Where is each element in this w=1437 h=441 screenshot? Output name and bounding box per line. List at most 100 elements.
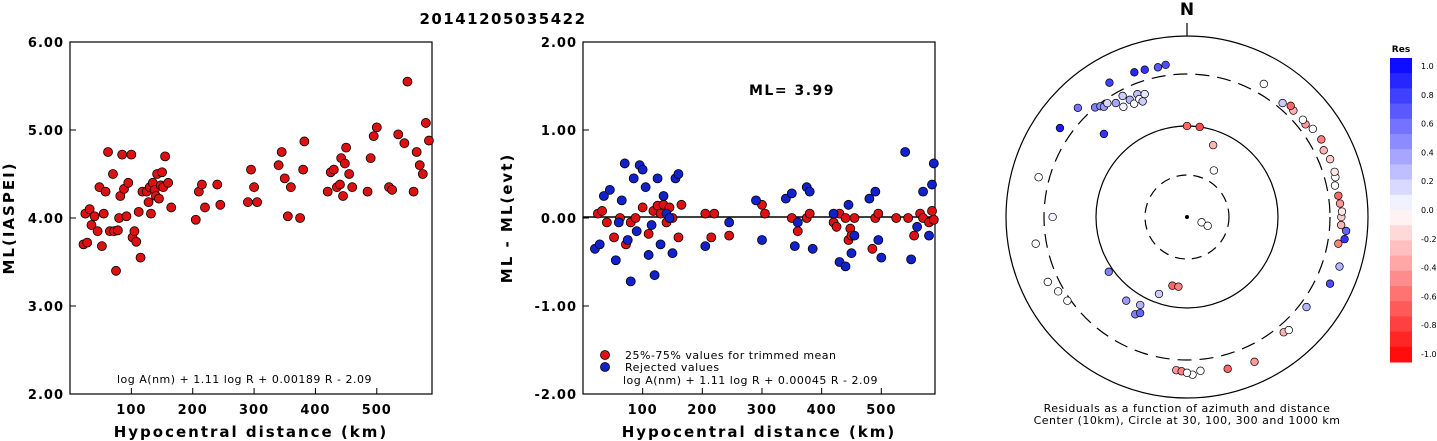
x-tick-label: 200 (687, 403, 717, 418)
x-tick-label: 100 (116, 403, 146, 418)
event-title: 20141205035422 (419, 10, 586, 28)
data-point-2-0-3 (609, 232, 619, 243)
polar-caption-1: Residuals as a function of azimuth and d… (1044, 402, 1331, 415)
data-point-2-1-32 (789, 241, 800, 252)
colorbar-tick-label: 0.2 (1421, 177, 1434, 186)
data-point-1-0-16 (112, 225, 123, 236)
colorbar-tick-label: -0.2 (1421, 235, 1437, 244)
data-point-2-0-24 (760, 208, 770, 219)
station-residual-6 (1055, 123, 1065, 133)
station-residual-32 (1154, 289, 1164, 299)
data-point-1-0-69 (338, 191, 348, 201)
data-point-2-1-44 (870, 186, 881, 197)
colorbar-tick-label: 0.0 (1421, 206, 1434, 215)
colorbar-tick-label: -1.0 (1421, 350, 1437, 359)
station-residual-52 (1337, 207, 1347, 216)
data-point-1-0-71 (341, 142, 352, 153)
y-tick-labels-2: -2.00 -1.00 0.00 1.00 2.00 (535, 36, 589, 403)
station-residual-70 (1209, 140, 1218, 150)
data-point-2-1-8 (622, 235, 633, 245)
data-point-2-1-7 (619, 158, 630, 169)
ml-iaspei-chart: 2.00 3.00 4.00 5.00 6.00 100 200 300 400 500 Hyp… (0, 36, 434, 441)
data-point-1-0-49 (212, 179, 223, 190)
y-tick-label: 4.00 (28, 212, 64, 227)
data-point-1-0-13 (108, 169, 118, 179)
data-point-1-0-84 (411, 147, 422, 157)
data-point-2-1-2 (598, 191, 609, 201)
data-point-1-0-51 (243, 197, 253, 208)
data-point-1-0-86 (417, 169, 428, 179)
data-point-2-1-33 (792, 217, 803, 228)
data-point-1-0-47 (197, 179, 207, 190)
x-tick-labels-1: 100 200 300 400 500 (116, 388, 391, 418)
data-point-2-0-42 (909, 230, 920, 241)
data-point-2-1-45 (873, 235, 884, 245)
data-point-2-1-4 (610, 255, 621, 266)
station-residual-61 (1308, 124, 1317, 134)
colorbar-cell (1390, 73, 1412, 89)
data-point-2-0-21 (709, 208, 720, 219)
data-point-1-0-8 (97, 241, 107, 252)
colorbar-cell (1390, 149, 1412, 165)
station-residual-63 (1298, 115, 1308, 124)
data-point-2-1-19 (655, 239, 666, 250)
colorbar-tick-label: 0.8 (1421, 91, 1434, 100)
colorbar-cell (1390, 58, 1412, 74)
polar-residual-points (1031, 60, 1351, 379)
station-residual-16 (1130, 99, 1139, 108)
station-residual-45 (1325, 279, 1335, 288)
data-point-2-1-9 (625, 276, 636, 287)
data-point-2-1-28 (751, 195, 761, 206)
station-residual-20 (1099, 129, 1109, 139)
data-point-2-1-6 (616, 195, 627, 206)
data-point-1-0-59 (285, 182, 296, 193)
x-tick-label: 400 (807, 403, 837, 418)
station-residual-53 (1335, 199, 1345, 208)
colorbar-cell (1390, 316, 1412, 333)
data-point-1-0-80 (393, 129, 404, 140)
data-point-1-0-85 (414, 160, 425, 171)
data-point-2-1-10 (628, 173, 639, 184)
station-residual-10 (1111, 98, 1120, 108)
data-point-1-0-26 (131, 236, 142, 247)
data-point-2-1-18 (652, 173, 663, 184)
north-label: N (1180, 0, 1194, 20)
data-point-1-0-4 (86, 220, 97, 230)
data-point-1-0-57 (279, 173, 290, 184)
data-point-2-1-25 (673, 169, 684, 179)
data-point-1-0-22 (123, 177, 134, 188)
station-residual-0 (1161, 60, 1170, 70)
data-point-2-1-42 (849, 230, 860, 241)
y-axis-label-2: ML - ML(evt) (498, 153, 516, 283)
station-residual-66 (1278, 98, 1287, 108)
data-point-1-0-3 (84, 204, 95, 215)
epicenter-dot (1185, 215, 1189, 219)
data-point-2-1-11 (631, 226, 642, 237)
polar-caption-2: Center (10km), Circle at 30, 100, 300 an… (1034, 414, 1341, 427)
data-point-1-0-75 (365, 153, 376, 164)
colorbar-tick-label: -0.6 (1421, 292, 1437, 301)
data-point-1-0-81 (399, 138, 410, 149)
data-point-2-0-7 (630, 213, 641, 223)
data-point-2-0-8 (637, 202, 648, 213)
ml-residual-chart: -2.00 -1.00 0.00 1.00 2.00 100 200 300 400 500 M… (498, 36, 939, 441)
data-point-2-1-53 (928, 158, 939, 169)
data-point-1-0-67 (335, 179, 345, 190)
station-residual-69 (1182, 121, 1192, 131)
data-point-1-0-55 (273, 160, 284, 171)
formula-1: log A(nm) + 1.11 log R + 0.00189 R - 2.0… (117, 373, 372, 386)
legend-marker-rejected (600, 362, 610, 372)
data-point-1-0-43 (163, 177, 174, 188)
data-point-2-0-20 (706, 232, 717, 243)
station-residual-60 (1317, 135, 1326, 144)
data-point-2-1-22 (664, 213, 675, 223)
data-point-1-0-11 (103, 147, 113, 157)
station-residual-25 (1063, 296, 1072, 305)
data-point-1-0-31 (143, 197, 154, 208)
data-point-2-1-40 (843, 199, 854, 210)
data-point-1-0-70 (339, 158, 350, 169)
station-residual-3 (1130, 68, 1139, 77)
data-point-1-0-72 (344, 169, 355, 179)
data-point-1-0-77 (371, 122, 382, 133)
